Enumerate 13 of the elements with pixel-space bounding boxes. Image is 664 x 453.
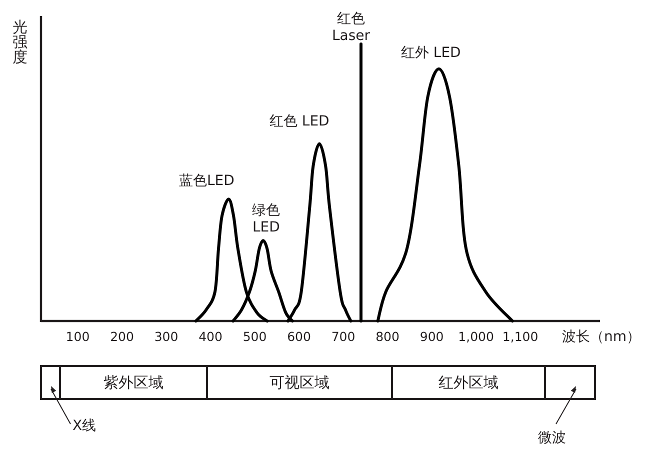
ylabel: 光强度 [12,18,28,66]
x-tick-label: 200 [110,329,134,344]
x-tick-label: 900 [420,329,444,344]
x-tick-label: 100 [66,329,90,344]
x-tick-label: 1,100 [502,329,538,344]
x-tick-label: 1,000 [458,329,494,344]
x-tick-label: 800 [376,329,400,344]
x-tick-label: 700 [331,329,356,344]
x-tick-label: 600 [287,329,312,344]
x-tick-label: 300 [154,329,178,344]
x-tick-label: 400 [198,329,222,344]
x-tick-label: 500 [242,329,267,344]
xlabel: 波长（nm） [562,329,641,345]
